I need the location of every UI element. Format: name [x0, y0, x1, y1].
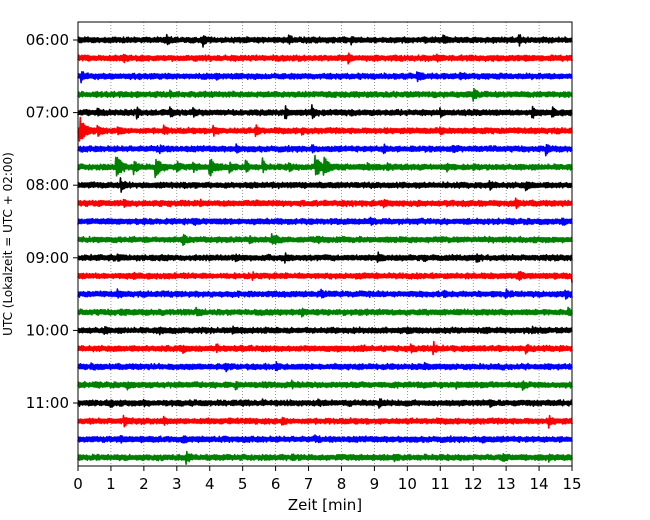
trace-1000 [77, 325, 573, 336]
plot-frame [77, 21, 573, 467]
y-tick-label-1100: 11:00 [26, 394, 69, 412]
x-tick-label-1: 1 [106, 475, 116, 493]
trace-0800 [77, 177, 573, 193]
y-tick-label-0600: 06:00 [26, 31, 69, 49]
trace-1130 [77, 434, 573, 444]
y-tick-label-0700: 07:00 [26, 104, 69, 122]
trace-0815 [77, 197, 573, 210]
trace-0715 [77, 116, 573, 142]
trace-0915 [77, 270, 573, 283]
x-axis-label: Zeit [min] [288, 496, 362, 514]
y-axis-label: UTC (Lokalzeit = UTC + 02:00) [1, 152, 15, 336]
x-tick-label-9: 9 [370, 475, 380, 493]
x-tick-label-12: 12 [464, 475, 483, 493]
trace-1045 [77, 379, 573, 391]
trace-0845 [77, 233, 573, 247]
y-axis-ticks: 06:00 07:00 08:00 09:00 10:00 11:00 [26, 31, 78, 412]
x-tick-label-8: 8 [337, 475, 347, 493]
seismic-traces [77, 33, 573, 465]
x-tick-label-7: 7 [304, 475, 314, 493]
trace-1015 [77, 340, 573, 356]
x-tick-label-4: 4 [205, 475, 215, 493]
x-tick-label-13: 13 [497, 475, 516, 493]
x-tick-label-10: 10 [398, 475, 417, 493]
trace-0945 [77, 306, 573, 318]
x-tick-label-14: 14 [530, 475, 549, 493]
x-tick-label-5: 5 [238, 475, 248, 493]
plot-area [78, 22, 572, 466]
grid-lines [110, 22, 540, 466]
trace-0600 [77, 33, 573, 48]
y-tick-label-0900: 09:00 [26, 249, 69, 267]
trace-1115 [77, 414, 573, 429]
trace-0630 [77, 71, 573, 84]
x-axis-ticks: 0 1 2 3 4 5 6 7 8 9 10 11 12 13 14 15 [73, 466, 582, 493]
trace-0830 [77, 216, 573, 226]
trace-1100 [77, 398, 573, 409]
y-tick-label-0800: 08:00 [26, 176, 69, 194]
trace-0930 [77, 288, 573, 300]
x-tick-label-3: 3 [172, 475, 182, 493]
y-tick-label-1000: 10:00 [26, 321, 69, 339]
trace-0900 [77, 251, 573, 264]
trace-0730 [77, 143, 573, 157]
x-tick-label-15: 15 [562, 475, 581, 493]
x-tick-label-2: 2 [139, 475, 149, 493]
trace-0745 [77, 154, 573, 179]
x-tick-label-6: 6 [271, 475, 281, 493]
trace-1145 [77, 450, 573, 465]
x-tick-label-0: 0 [73, 475, 83, 493]
trace-0615 [77, 52, 573, 65]
trace-0645 [77, 88, 573, 102]
trace-1030 [77, 361, 573, 373]
trace-0700 [77, 104, 573, 120]
x-tick-label-11: 11 [431, 475, 450, 493]
